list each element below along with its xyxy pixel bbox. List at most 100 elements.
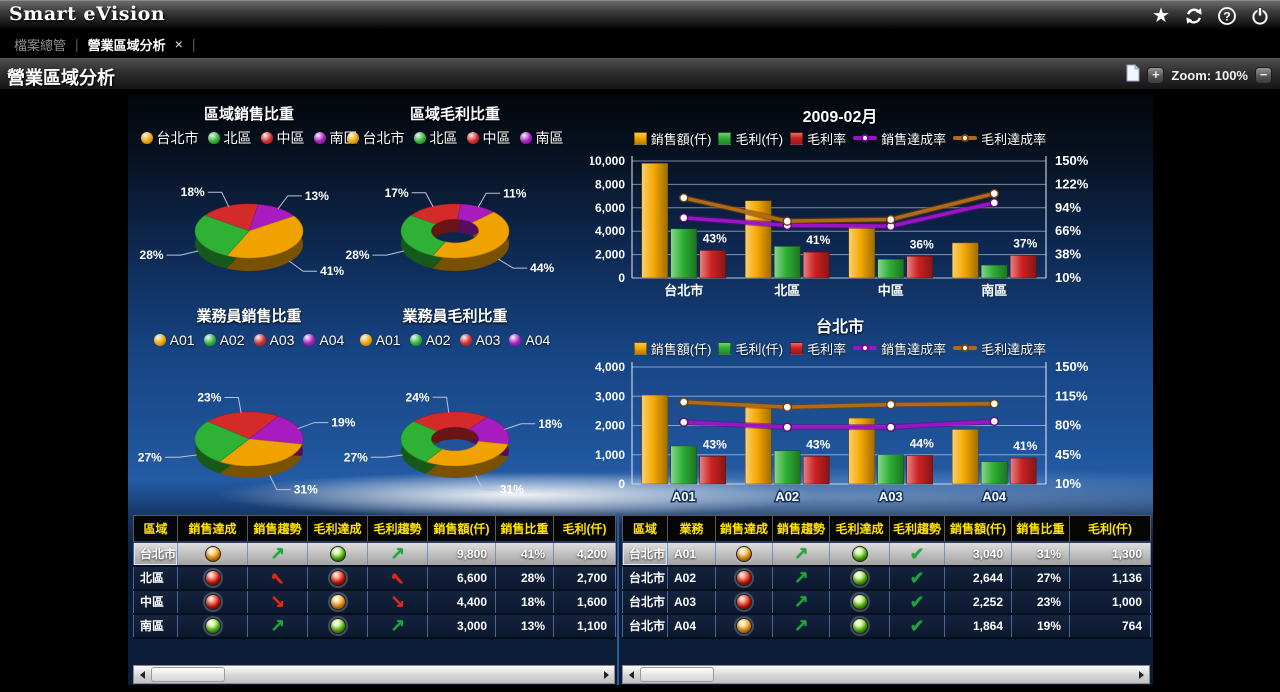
favorite-star-icon[interactable]: ★ [1152,5,1170,27]
table-row[interactable]: 台北市 A02 ↗ ✔ 2,644 27% 1,136 [622,565,1151,591]
column-header[interactable]: 銷售額(仟) [427,515,496,543]
column-header[interactable]: 銷售比重 [495,515,554,543]
column-header[interactable]: 銷售達成 [715,515,773,543]
column-header[interactable]: 銷售比重 [1011,515,1070,543]
legend-dot-icon [409,334,422,346]
svg-text:13%: 13% [305,189,329,203]
svg-text:41%: 41% [1013,439,1037,453]
refresh-icon[interactable] [1184,6,1204,26]
legend-dot-icon [359,334,372,346]
red-status-light-icon [736,569,752,586]
column-header[interactable]: 毛利達成 [829,515,890,543]
column-header[interactable]: 區域 [133,515,178,543]
legend-label: 銷售額(仟) [650,341,712,357]
green-status-light-icon [851,569,868,586]
scroll-left-arrow-icon[interactable] [623,666,639,683]
legend-item: 毛利(仟) [718,339,783,358]
svg-text:A02: A02 [775,489,799,504]
sales-amt-cell: 2,252 [944,589,1012,615]
legend-dot-icon [153,334,166,346]
legend-item: 南區 [519,128,564,148]
column-header[interactable]: 毛利趨勢 [367,515,428,543]
svg-text:11%: 11% [503,186,527,200]
sales-achievement-cell [715,565,773,591]
profit-amt-cell: 1,600 [553,589,616,615]
profit-trend-cell: ↗ [367,541,428,567]
tab-file-explorer[interactable]: 檔案總管 [14,37,67,53]
region-cell: 南區 [133,613,178,639]
table-panel-divider [617,513,619,685]
bar-line-chart-svg: 0 2,000 4,000 6,000 8,000 10,000 10% 38% 66% 94% 1… [590,153,1089,300]
legend-item: 毛利達成率 [953,339,1046,358]
column-header[interactable]: 毛利趨勢 [889,515,945,543]
column-header[interactable]: 銷售額(仟) [944,515,1012,543]
donut-chart-svg: 17% 11% 44% 28% [346,186,555,275]
profit-achievement-cell [307,541,368,567]
right-table-hscrollbar[interactable] [622,665,1150,684]
orange-status-light-icon [204,545,221,562]
svg-text:31%: 31% [294,483,318,497]
bar-line-chart-svg: 0 1,000 2,000 3,000 4,000 10% 45% 80% 115% 150% 43… [595,359,1089,506]
column-header[interactable]: 銷售達成 [177,515,248,543]
legend-item: 毛利達成率 [953,129,1046,148]
table-row[interactable]: 中區 ↘ ↘ 4,400 18% 1,600 [133,589,616,615]
chart-agent-sales-share: 業務員銷售比重 A01 A02 A03 A04 23% 19% 31% 27% [138,305,360,501]
power-icon[interactable] [1250,6,1270,26]
scroll-left-arrow-icon[interactable] [134,666,150,683]
left-table-hscrollbar[interactable] [133,665,615,684]
svg-text:44%: 44% [910,437,934,451]
document-icon[interactable] [1125,63,1141,87]
column-header[interactable]: 銷售趨勢 [247,515,308,543]
trend-down-icon: ↘ [269,591,286,612]
legend-label: 南區 [535,130,564,146]
table-row[interactable]: 台北市 A01 ↗ ✔ 3,040 31% 1,300 [622,541,1151,567]
donut-chart-svg: 24% 18% 31% 27% [344,390,563,496]
trend-peak-icon: ✔ [389,567,406,588]
table-row[interactable]: 南區 ↗ ↗ 3,000 13% 1,100 [133,613,616,639]
legend-label: 毛利達成率 [981,131,1047,147]
legend-label: 台北市 [362,130,405,146]
legend-item: A02 [409,332,451,348]
table-row[interactable]: 台北市 ↗ ↗ 9,800 41% 4,200 [133,541,616,567]
sales-achievement-cell [177,589,248,615]
column-header[interactable]: 銷售趨勢 [772,515,830,543]
orange-status-light-icon [736,617,752,634]
scroll-right-arrow-icon[interactable] [1133,666,1149,683]
column-header[interactable]: 毛利(仟) [553,515,616,543]
zoom-in-button[interactable]: + [1147,66,1165,84]
sales-trend-cell: ↗ [247,613,308,639]
scroll-right-arrow-icon[interactable] [598,666,614,683]
legend-square-icon [790,131,804,145]
tab-sales-region-analysis[interactable]: 營業區域分析 [87,37,166,53]
scrollbar-thumb[interactable] [151,667,225,682]
legend-item: 毛利率 [790,339,846,358]
chart-taipei-agent-performance: 台北市 銷售額(仟) 毛利(仟) 毛利率 銷售達成率 毛利達成率 0 1,000 2,000… [590,313,1152,513]
legend-square-icon [633,131,647,145]
legend-item: A03 [253,332,294,348]
table-row[interactable]: 北區 ✔ ✔ 6,600 28% 2,700 [133,565,616,591]
trend-down-icon: ↘ [389,591,406,612]
region-cell: 台北市 [622,613,668,639]
legend-dot-icon [203,334,216,346]
tab-close-icon[interactable]: × [174,36,183,52]
svg-text:A01: A01 [672,489,696,504]
sales-trend-cell: ✔ [247,565,308,591]
column-header[interactable]: 毛利達成 [307,515,368,543]
column-header[interactable]: 毛利(仟) [1069,515,1151,543]
column-header[interactable]: 區域 [622,515,668,543]
column-header[interactable]: 業務 [667,515,716,543]
help-icon[interactable]: ? [1217,6,1237,26]
chart-region-sales-share: 區域銷售比重 台北市 北區 中區 南區 18% 13% 41% 28% [138,103,360,299]
legend-label: A03 [475,332,501,348]
table-row[interactable]: 台北市 A03 ↗ ✔ 2,252 23% 1,000 [622,589,1151,615]
legend-item: 中區 [260,128,305,148]
scrollbar-thumb[interactable] [640,667,714,682]
region-cell: 台北市 [622,565,668,591]
profit-amt-cell: 1,000 [1069,589,1151,615]
app-title: Smart eVision [9,3,166,25]
zoom-out-button[interactable]: − [1255,66,1272,84]
svg-text:A03: A03 [879,489,903,504]
sales-achievement-cell [715,589,773,615]
legend-square-icon [790,341,804,355]
table-row[interactable]: 台北市 A04 ↗ ✔ 1,864 19% 764 [622,613,1151,639]
